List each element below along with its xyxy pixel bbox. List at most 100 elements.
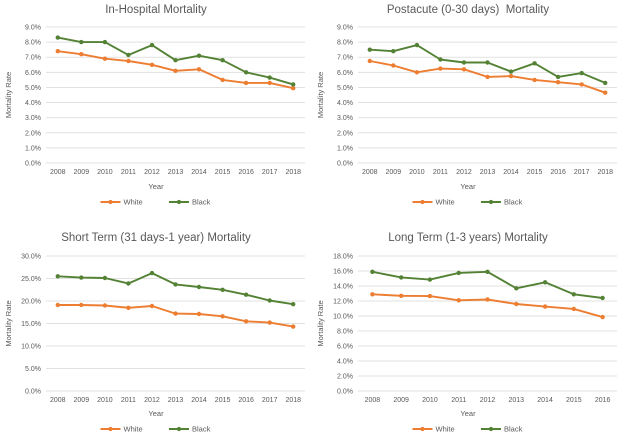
svg-text:2009: 2009 (74, 169, 90, 176)
y-tick-labels: 0.0% 5.0% 10.0% 15.0% 20.0% 25.0% 30.0% (21, 254, 41, 396)
svg-text:2011: 2011 (121, 397, 136, 404)
svg-text:2012: 2012 (480, 397, 496, 404)
x-axis-title: Year (148, 409, 164, 418)
in-hospital-mortality-chart: In-Hospital Mortality 0.0% 1.0% 2.0% 3.0% 4.0… (4, 4, 305, 207)
x-axis-title: Year (148, 182, 164, 191)
legend-item-white: White (100, 198, 143, 207)
series-line-black (56, 272, 295, 306)
chart-panel-short-term: Short Term (31 days-1 year) Mortality 0.0… (0, 222, 312, 445)
svg-text:8.0%: 8.0% (337, 329, 353, 336)
legend-item-black: Black (169, 198, 211, 207)
svg-text:2012: 2012 (144, 397, 160, 404)
legend: White Black (412, 198, 523, 207)
svg-text:2008: 2008 (362, 169, 378, 176)
svg-text:7.0%: 7.0% (25, 55, 41, 62)
svg-text:6.0%: 6.0% (337, 70, 353, 77)
chart-title: Long Term (1-3 years) Mortality (388, 232, 548, 244)
svg-text:2010: 2010 (97, 169, 113, 176)
svg-text:25.0%: 25.0% (21, 276, 41, 283)
legend-marker-icon (488, 199, 494, 205)
svg-text:30.0%: 30.0% (21, 254, 41, 261)
legend-marker-icon (108, 199, 113, 205)
legend-marker-icon (176, 426, 182, 432)
legend-label: Black (504, 425, 523, 434)
series-markers-white (55, 302, 296, 329)
svg-text:2014: 2014 (503, 169, 519, 176)
svg-text:9.0%: 9.0% (25, 25, 41, 32)
legend: White Black (100, 198, 211, 207)
svg-text:2011: 2011 (433, 169, 448, 176)
series-markers-white (55, 49, 296, 91)
svg-text:2017: 2017 (262, 169, 278, 176)
svg-text:2018: 2018 (285, 397, 301, 404)
svg-text:2017: 2017 (262, 397, 278, 404)
y-gridlines (46, 255, 305, 392)
svg-text:2.0%: 2.0% (25, 130, 41, 137)
y-axis-title: Mortality Rate (316, 300, 325, 346)
chart-panel-postacute: Postacute (0-30 days) Mortality 0.0% 1.0% 2… (312, 0, 624, 222)
legend-marker-icon (420, 199, 425, 205)
svg-text:2011: 2011 (451, 397, 466, 404)
svg-text:5.0%: 5.0% (337, 85, 353, 92)
svg-text:2016: 2016 (238, 397, 254, 404)
legend-label: White (436, 198, 455, 207)
svg-text:16.0%: 16.0% (333, 269, 353, 276)
svg-text:10.0%: 10.0% (21, 344, 41, 351)
svg-text:2010: 2010 (409, 169, 425, 176)
svg-text:0.0%: 0.0% (25, 161, 41, 168)
svg-text:7.0%: 7.0% (337, 55, 353, 62)
svg-text:2.0%: 2.0% (337, 374, 353, 381)
chart-title: Postacute (0-30 days) Mortality (387, 4, 550, 16)
svg-text:8.0%: 8.0% (25, 40, 41, 47)
svg-text:2010: 2010 (422, 397, 438, 404)
svg-text:15.0%: 15.0% (21, 321, 41, 328)
series-markers-white (370, 292, 605, 320)
svg-text:3.0%: 3.0% (337, 115, 353, 122)
legend-item-white: White (100, 425, 143, 434)
legend-marker-icon (420, 426, 425, 432)
svg-text:18.0%: 18.0% (333, 254, 353, 261)
chart-title: Short Term (31 days-1 year) Mortality (61, 232, 251, 244)
svg-text:2017: 2017 (574, 169, 590, 176)
x-axis-title: Year (460, 182, 476, 191)
svg-text:2015: 2015 (215, 397, 231, 404)
svg-text:2016: 2016 (595, 397, 611, 404)
x-tick-labels: 2008 2009 2010 2011 2012 2013 2014 2015 2016 2017… (362, 169, 613, 176)
svg-text:5.0%: 5.0% (25, 85, 41, 92)
svg-text:12.0%: 12.0% (333, 299, 353, 306)
svg-text:2013: 2013 (480, 169, 496, 176)
series-line-black (371, 270, 604, 299)
series-markers-white (367, 58, 608, 95)
svg-text:6.0%: 6.0% (337, 344, 353, 351)
legend-item-black: Black (169, 425, 211, 434)
legend-label: Black (504, 198, 523, 207)
x-tick-labels: 2008 2009 2010 2011 2012 2013 2014 2015 2016 2017… (50, 397, 301, 404)
legend-label: Black (192, 198, 211, 207)
postacute-mortality-chart: Postacute (0-30 days) Mortality 0.0% 1.0% 2… (316, 4, 617, 207)
legend-item-white: White (412, 198, 455, 207)
svg-text:2018: 2018 (597, 169, 613, 176)
svg-text:2011: 2011 (121, 169, 136, 176)
svg-text:2015: 2015 (215, 169, 231, 176)
legend: White Black (412, 425, 523, 434)
legend-marker-icon (488, 426, 494, 432)
long-term-mortality-chart: Long Term (1-3 years) Mortality 0.0% 2.0% 4… (316, 232, 617, 434)
x-tick-labels: 2008 2009 2010 2011 2012 2013 2014 2015 2016 2017… (50, 169, 301, 176)
x-tick-labels: 2008 2009 2010 2011 2012 2013 2014 2015 2016 (365, 397, 611, 404)
svg-text:2014: 2014 (537, 397, 553, 404)
y-tick-labels: 0.0% 1.0% 2.0% 3.0% 4.0% 5.0% 6.0% 7.0% 8.0% 9.0% (25, 25, 41, 168)
series-markers-black (370, 269, 605, 301)
y-axis-title: Mortality Rate (4, 300, 13, 346)
svg-text:2013: 2013 (508, 397, 524, 404)
svg-text:9.0%: 9.0% (337, 25, 353, 32)
svg-text:2009: 2009 (74, 397, 90, 404)
y-gridlines (46, 26, 305, 164)
svg-text:0.0%: 0.0% (25, 389, 41, 396)
svg-text:3.0%: 3.0% (25, 115, 41, 122)
svg-text:2014: 2014 (191, 397, 207, 404)
chart-title: In-Hospital Mortality (105, 4, 207, 16)
svg-text:2016: 2016 (550, 169, 566, 176)
svg-text:10.0%: 10.0% (333, 314, 353, 321)
svg-text:2013: 2013 (168, 169, 184, 176)
